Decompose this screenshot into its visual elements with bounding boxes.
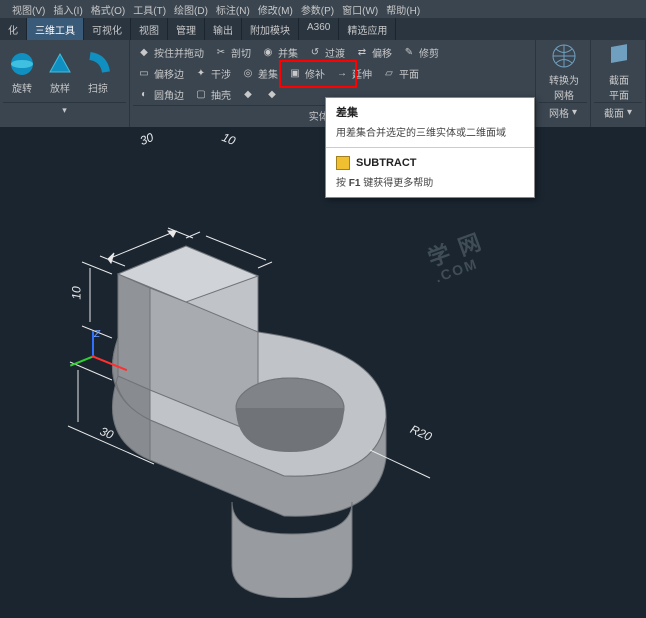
menu-dim[interactable]: 标注(N) [212,0,254,18]
menu-tools[interactable]: 工具(T) [129,0,170,18]
tab-a360[interactable]: A360 [299,18,339,40]
interfere-button[interactable]: ✦干涉 [190,64,235,83]
menu-view[interactable]: 视图(V) [8,0,49,18]
union-icon: ◉ [261,46,275,60]
tab-manage[interactable]: 管理 [168,18,205,40]
plane-icon: ▱ [382,67,396,81]
panel-section: 截面 平面 截面 ▾ [591,40,646,127]
shell-button[interactable]: ▢抽壳 [190,85,235,104]
filletedge-button[interactable]: ◐圆角边 [133,85,188,104]
tooltip-desc: 用差集合并选定的三维实体或二维面域 [326,122,534,147]
panel-section-footer: 截面 ▾ [594,102,642,122]
shell-icon: ▢ [194,88,208,102]
panel-modeling-footer: ▾ [3,102,126,118]
ucs-z-label: Z [94,329,100,340]
menu-help[interactable]: 帮助(H) [382,0,424,18]
tab-0[interactable]: 化 [0,18,27,40]
menu-format[interactable]: 格式(O) [87,0,129,18]
tab-output[interactable]: 输出 [205,18,242,40]
tab-addins[interactable]: 附加模块 [242,18,299,40]
interfere-icon: ✦ [194,67,208,81]
menu-insert[interactable]: 插入(I) [49,0,86,18]
tab-view[interactable]: 视图 [131,18,168,40]
panel-mesh-footer: 网格 ▾ [539,102,587,122]
sweep-icon [84,50,112,78]
tooltip-help: 按 F1 键获得更多帮助 [326,172,534,197]
sweep-button[interactable]: 扫掠 [79,42,117,102]
mesh-icon [550,42,578,70]
filletedge-icon: ◐ [137,88,151,102]
tooltip-command: SUBTRACT [326,148,534,172]
union-button[interactable]: ◉并集 [257,43,302,62]
slice-button[interactable]: ✂剖切 [210,43,255,62]
tooltip: 差集 用差集合并选定的三维实体或二维面域 SUBTRACT 按 F1 键获得更多… [325,97,535,198]
slice-icon: ✂ [214,46,228,60]
offset-button[interactable]: ⇄偏移 [351,43,396,62]
revolve-button[interactable]: 旋转 [3,42,41,102]
ucs-icon: Z [84,331,124,381]
presspull-button[interactable]: ◆按住并拖动 [133,43,208,62]
extra2-button[interactable]: ◆ [261,86,283,104]
tab-featured[interactable]: 精选应用 [339,18,396,40]
fillet-button[interactable]: ↺过渡 [304,43,349,62]
command-icon [336,156,350,170]
presspull-icon: ◆ [137,46,151,60]
ribbon-tabbar: 化 三维工具 可视化 视图 管理 输出 附加模块 A360 精选应用 [0,18,646,40]
loft-button[interactable]: 放样 [41,42,79,102]
drawing-area[interactable]: 30 10 10 30 R20 Z 学 网 .COM [0,128,646,618]
extend-button[interactable]: →延伸 [331,64,376,83]
tab-visualize[interactable]: 可视化 [84,18,131,40]
patch-icon: ▣ [288,67,302,81]
ribbon: 旋转 放样 扫掠 ▾ ◆按住并拖动 ✂剖切 ◉并集 ↺过渡 ⇄偏移 ✎修剪 ▭偏… [0,40,646,128]
ucs-z-axis [92,331,94,355]
offsetedge-button[interactable]: ▭偏移边 [133,64,188,83]
section-icon [605,42,633,70]
extra1-button[interactable]: ◆ [237,86,259,104]
offsetedge-icon: ▭ [137,67,151,81]
trim-icon: ✎ [402,46,416,60]
menu-modify[interactable]: 修改(M) [254,0,297,18]
tab-3d-tools[interactable]: 三维工具 [27,18,84,40]
section-plane-button[interactable]: 截面 平面 [594,42,644,102]
tooltip-title: 差集 [326,98,534,122]
panel-modeling: 旋转 放样 扫掠 ▾ [0,40,130,127]
extend-icon: → [335,67,349,81]
subtract-icon: ◎ [241,67,255,81]
plane-button[interactable]: ▱平面 [378,64,423,83]
loft-icon [46,50,74,78]
menu-draw[interactable]: 绘图(D) [170,0,212,18]
menubar: 视图(V) 插入(I) 格式(O) 工具(T) 绘图(D) 标注(N) 修改(M… [0,0,646,18]
menu-window[interactable]: 窗口(W) [338,0,382,18]
offset-icon: ⇄ [355,46,369,60]
trim-button[interactable]: ✎修剪 [398,43,443,62]
menu-param[interactable]: 参数(P) [297,0,338,18]
patch-button[interactable]: ▣修补 [284,64,329,83]
dim-10-side: 10 [70,286,84,299]
viewport[interactable]: 30 10 10 30 R20 Z 学 网 .COM [0,128,646,618]
subtract-button[interactable]: ◎差集 [237,64,282,83]
revolve-icon [8,50,36,78]
ucs-x-axis [91,355,127,371]
fillet-icon: ↺ [308,46,322,60]
panel-mesh: 转换为 网格 网格 ▾ [536,40,591,127]
convert-mesh-button[interactable]: 转换为 网格 [539,42,589,102]
